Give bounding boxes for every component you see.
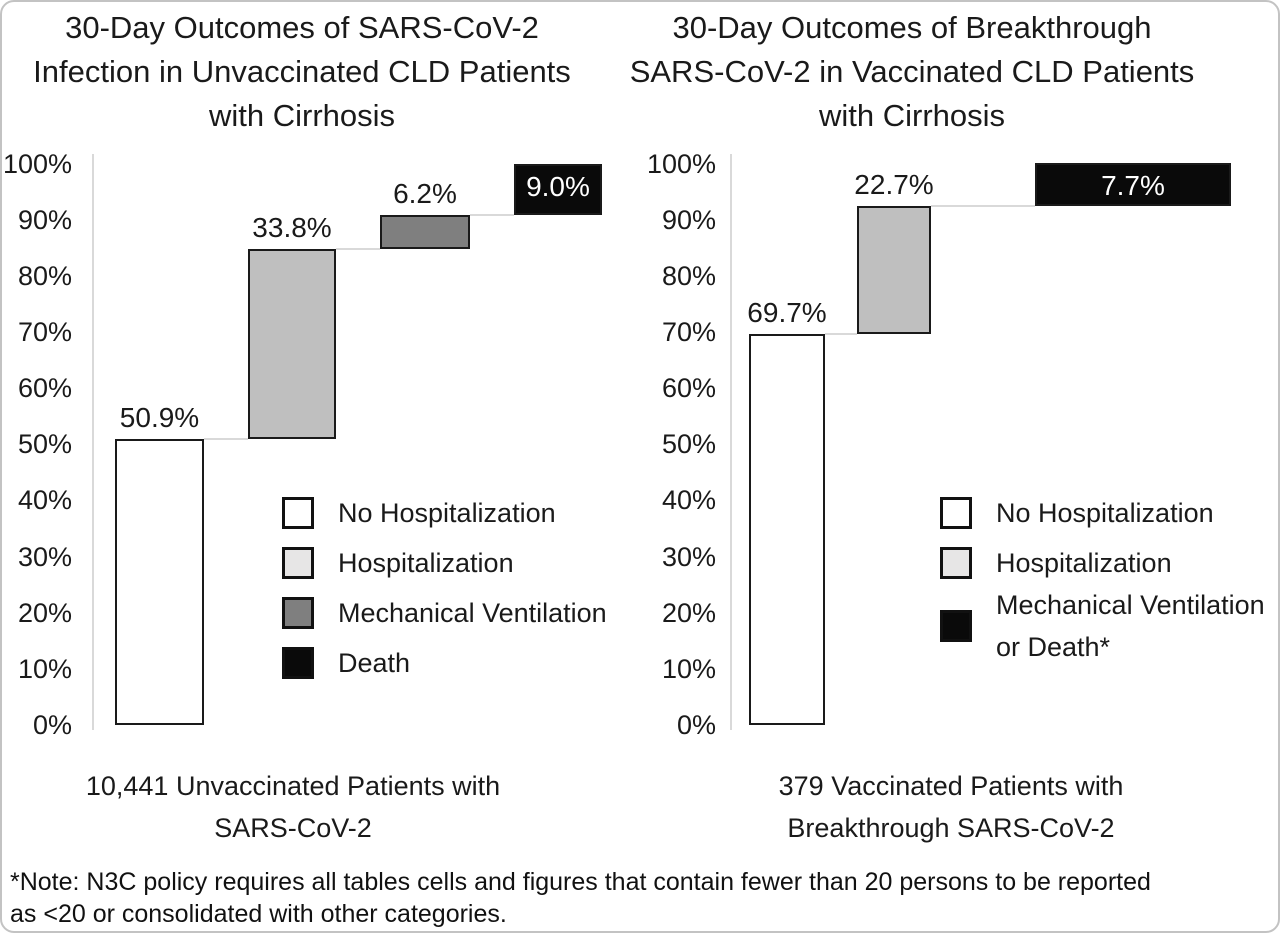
x-axis-label-unvaccinated: 10,441 Unvaccinated Patients with SARS-C… xyxy=(32,765,554,849)
legend-label: Mechanical Ventilation or Death* xyxy=(996,590,1265,662)
y-axis-tick-label: 50% xyxy=(661,429,716,460)
connector-line xyxy=(825,332,857,335)
x-axis-label-line: SARS-CoV-2 xyxy=(214,813,372,843)
connector-line xyxy=(204,438,248,441)
chart-title-line: 30-Day Outcomes of Breakthrough xyxy=(672,10,1152,45)
chart-title-line: with Cirrhosis xyxy=(208,98,396,133)
connector-line xyxy=(931,205,1035,208)
legend-swatch-no-hospitalization xyxy=(282,497,314,529)
legend-row-mechanical-ventilation: Mechanical Ventilation xyxy=(282,592,678,634)
y-axis-tick-label: 10% xyxy=(17,653,72,684)
y-axis-tick-label: 0% xyxy=(32,710,72,740)
chart-title-unvaccinated: 30-Day Outcomes of SARS-CoV-2 Infection … xyxy=(2,6,602,138)
chart-title-vaccinated: 30-Day Outcomes of Breakthrough SARS-CoV… xyxy=(612,6,1212,138)
bar-value-label: 7.7% xyxy=(1101,169,1165,201)
bar-no-hospitalization xyxy=(115,439,204,725)
y-axis-tick-label: 90% xyxy=(17,204,72,235)
y-axis-tick-label: 40% xyxy=(17,485,72,516)
y-axis-tick-label: 0% xyxy=(676,710,716,740)
y-axis-tick-label: 20% xyxy=(661,597,716,628)
x-axis-label-line: 379 Vaccinated Patients with xyxy=(778,771,1124,801)
legend-label: No Hospitalization xyxy=(996,498,1214,528)
chart-title-line: with Cirrhosis xyxy=(818,98,1006,133)
bar-value-label: 22.7% xyxy=(854,169,934,201)
legend-row-death: Death xyxy=(282,642,678,684)
y-axis-tick-label: 60% xyxy=(661,373,716,404)
y-axis-line xyxy=(730,154,732,730)
footnote: *Note: N3C policy requires all tables ce… xyxy=(10,866,1270,930)
chart-title-line: 30-Day Outcomes of SARS-CoV-2 xyxy=(65,10,539,45)
legend-row-mechanical-ventilation-or-death: Mechanical Ventilation or Death* xyxy=(940,584,1278,668)
y-axis-tick-label: 70% xyxy=(661,316,716,347)
y-axis-tick-label: 70% xyxy=(17,316,72,347)
y-axis-tick-label: 30% xyxy=(661,541,716,572)
legend-label: No Hospitalization xyxy=(338,498,556,528)
legend-swatch-mechanical-ventilation xyxy=(282,597,314,629)
y-axis-tick-label: 80% xyxy=(661,260,716,291)
y-axis-tick-label: 20% xyxy=(17,597,72,628)
bar-death xyxy=(514,164,602,215)
bar-value-label: 69.7% xyxy=(747,296,827,328)
y-axis-tick-label: 30% xyxy=(17,541,72,572)
bar-hospitalization xyxy=(857,206,931,334)
y-axis-tick-label: 60% xyxy=(17,373,72,404)
bar-hospitalization xyxy=(248,249,336,440)
y-axis-tick-label: 80% xyxy=(17,260,72,291)
bar-value-label: 6.2% xyxy=(393,177,457,209)
legend-row-hospitalization: Hospitalization xyxy=(282,542,678,584)
x-axis-label-line: Breakthrough SARS-CoV-2 xyxy=(787,813,1115,843)
legend-swatch-mechanical-ventilation-or-death xyxy=(940,610,972,642)
y-axis-tick-label: 50% xyxy=(17,429,72,460)
footnote-line: *Note: N3C policy requires all tables ce… xyxy=(10,868,1151,896)
legend-swatch-no-hospitalization xyxy=(940,497,972,529)
connector-line xyxy=(470,213,514,216)
x-axis-label-vaccinated: 379 Vaccinated Patients with Breakthroug… xyxy=(690,765,1212,849)
bar-value-label: 50.9% xyxy=(119,402,200,434)
legend-swatch-hospitalization xyxy=(940,547,972,579)
y-axis-tick-label: 40% xyxy=(661,485,716,516)
y-axis-tick-label: 90% xyxy=(661,204,716,235)
legend-label: Hospitalization xyxy=(338,548,514,578)
legend-label: Mechanical Ventilation xyxy=(338,598,607,628)
bar-mechanical-ventilation xyxy=(380,214,470,250)
legend-swatch-death xyxy=(282,647,314,679)
chart-title-line: SARS-CoV-2 in Vaccinated CLD Patients xyxy=(629,54,1195,89)
bar-value-label: 9.0% xyxy=(526,171,590,203)
bar-no-hospitalization xyxy=(749,333,825,725)
connector-line xyxy=(336,248,380,251)
y-axis-tick-label: 10% xyxy=(661,653,716,684)
bar-value-label: 33.8% xyxy=(252,212,332,244)
legend-row-hospitalization: Hospitalization xyxy=(940,542,1278,584)
legend-label: Death xyxy=(338,648,411,678)
x-axis-label-line: 10,441 Unvaccinated Patients with xyxy=(85,771,501,801)
y-axis-line xyxy=(92,154,94,730)
y-axis-tick-label: 100% xyxy=(2,148,72,179)
y-axis-tick-label: 100% xyxy=(646,148,716,179)
footnote-line: as <20 or consolidated with other catego… xyxy=(10,900,507,928)
legend-row-no-hospitalization: No Hospitalization xyxy=(282,492,678,534)
bar-mechanical-ventilation-or-death xyxy=(1035,162,1231,207)
legend-row-no-hospitalization: No Hospitalization xyxy=(940,492,1278,534)
legend-label: Hospitalization xyxy=(996,548,1172,578)
chart-title-line: Infection in Unvaccinated CLD Patients xyxy=(33,54,571,89)
legend-swatch-hospitalization xyxy=(282,547,314,579)
